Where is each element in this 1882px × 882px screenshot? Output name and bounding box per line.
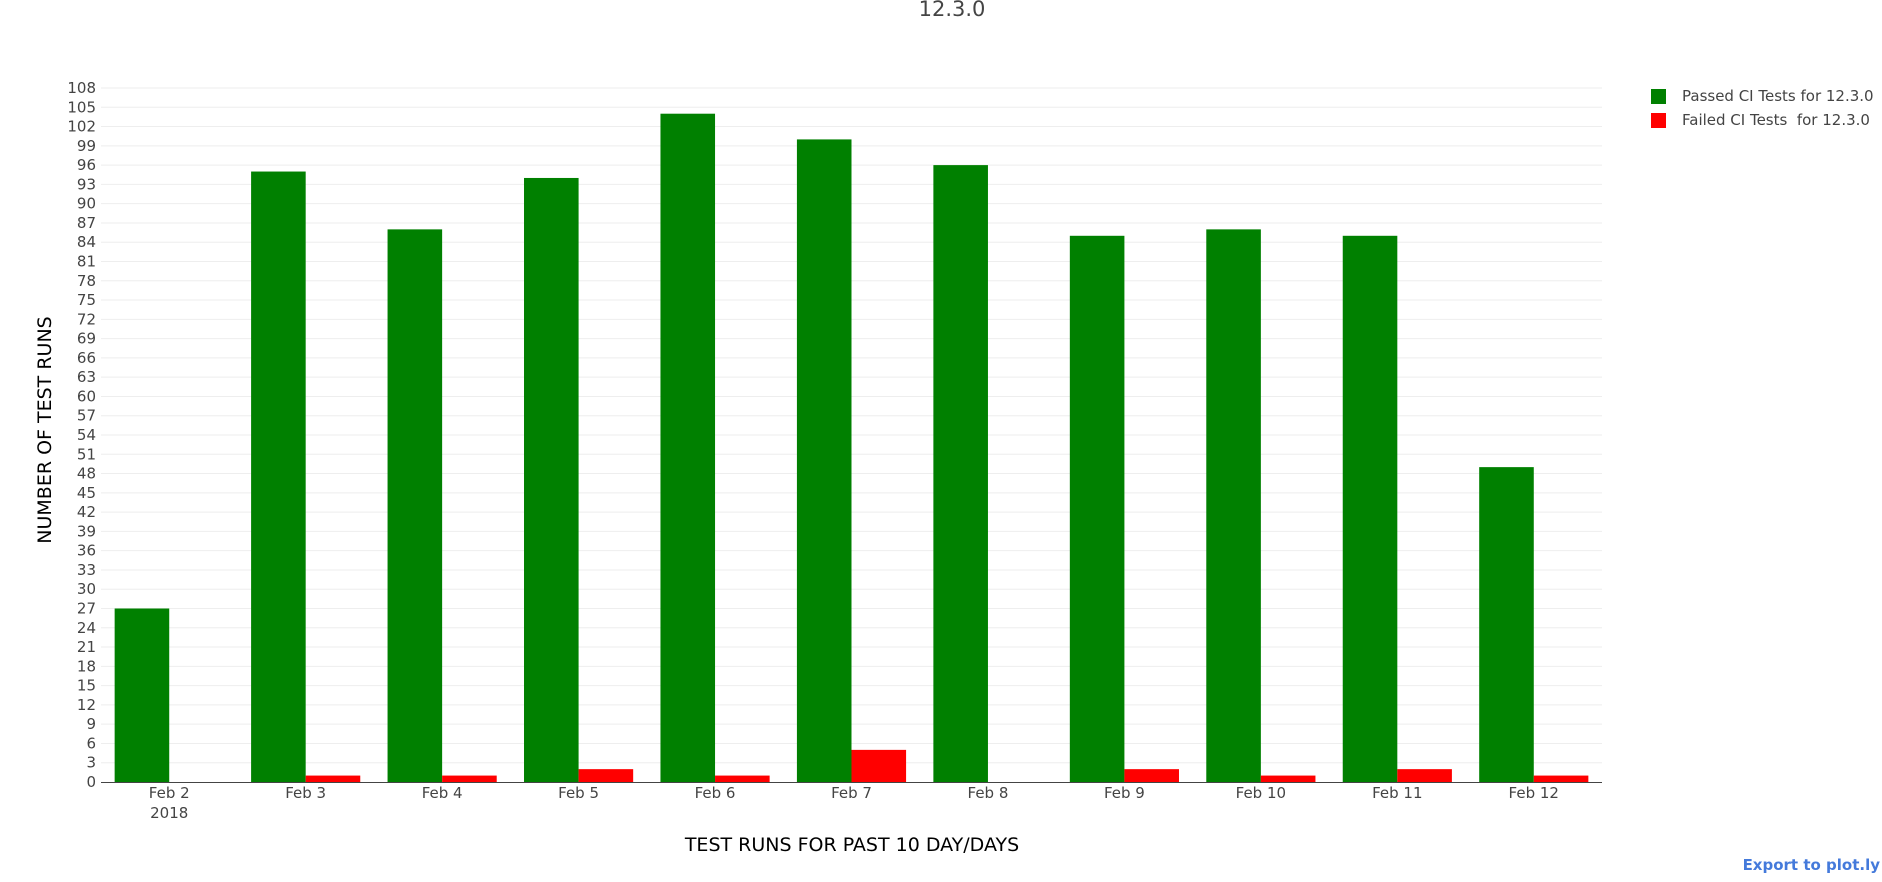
x-tick-label: Feb 6 — [695, 784, 736, 802]
y-tick-label: 21 — [77, 638, 96, 656]
x-tick-label: Feb 9 — [1104, 784, 1145, 802]
y-tick-label: 90 — [77, 195, 96, 213]
bar-failed-feb-6[interactable] — [715, 775, 770, 782]
bar-passed-feb-11[interactable] — [1342, 235, 1398, 783]
y-tick-label: 27 — [77, 600, 96, 618]
y-tick-label: 72 — [77, 310, 96, 328]
x-tick-label: Feb 10 — [1236, 784, 1286, 802]
y-tick-label: 33 — [77, 561, 96, 579]
bar-passed-feb-2[interactable] — [114, 608, 170, 783]
y-tick-label: 45 — [77, 484, 96, 502]
y-tick-label: 105 — [67, 98, 96, 116]
y-tick-label: 48 — [77, 465, 96, 483]
y-tick-label: 30 — [77, 580, 96, 598]
bar-passed-feb-6[interactable] — [660, 113, 716, 782]
y-tick-label: 87 — [77, 214, 96, 232]
y-tick-label: 84 — [77, 233, 96, 251]
legend-swatch — [1651, 113, 1666, 128]
y-tick-label: 75 — [77, 291, 96, 309]
y-tick-label: 54 — [77, 426, 96, 444]
y-tick-label: 78 — [77, 272, 96, 290]
y-tick-label: 39 — [77, 522, 96, 540]
y-tick-label: 12 — [77, 696, 96, 714]
x-tick-label: Feb 2 — [149, 784, 190, 802]
bar-passed-feb-8[interactable] — [933, 165, 988, 783]
legend[interactable]: Passed CI Tests for 12.3.0 Failed CI Test… — [1651, 87, 1874, 129]
x-axis-ticks: Feb 2 2018 Feb 3 Feb 4 Feb 5 Feb 6 Feb 7 Feb 8 F… — [149, 784, 1559, 822]
x-tick-label: Feb 12 — [1509, 784, 1559, 802]
x-tick-label: Feb 8 — [968, 784, 1009, 802]
y-tick-label: 18 — [77, 657, 96, 675]
legend-label: Failed CI Tests for 12.3.0 — [1682, 111, 1870, 129]
y-tick-label: 99 — [77, 137, 96, 155]
chart-title: 12.3.0 — [919, 0, 986, 21]
bar-passed-feb-7[interactable] — [796, 139, 852, 782]
x-tick-label: Feb 3 — [285, 784, 326, 802]
y-tick-label: 0 — [86, 773, 96, 791]
bar-failed-feb-9[interactable] — [1124, 769, 1179, 782]
x-tick-label: Feb 5 — [558, 784, 599, 802]
y-tick-label: 81 — [77, 253, 96, 271]
bars — [114, 113, 1589, 783]
bar-failed-feb-11[interactable] — [1397, 769, 1452, 782]
y-tick-label: 57 — [77, 407, 96, 425]
bar-passed-feb-3[interactable] — [251, 171, 306, 782]
bar-failed-feb-7[interactable] — [851, 749, 907, 782]
bar-failed-feb-5[interactable] — [578, 769, 634, 782]
y-axis-title: NUMBER OF TEST RUNS — [34, 316, 56, 543]
y-tick-label: 60 — [77, 387, 96, 405]
y-tick-label: 96 — [77, 156, 96, 174]
legend-swatch — [1651, 89, 1666, 104]
y-tick-label: 69 — [77, 330, 96, 348]
legend-item-passed[interactable]: Passed CI Tests for 12.3.0 — [1651, 87, 1874, 105]
y-axis-ticks: 0369121518212427303336394245485154576063… — [67, 79, 96, 791]
bar-passed-feb-5[interactable] — [524, 177, 579, 783]
y-tick-label: 42 — [77, 503, 96, 521]
bar-failed-feb-12[interactable] — [1533, 775, 1589, 782]
y-tick-label: 9 — [86, 715, 96, 733]
bar-failed-feb-4[interactable] — [442, 775, 497, 782]
bar-passed-feb-9[interactable] — [1069, 235, 1125, 783]
bar-passed-feb-4[interactable] — [387, 229, 443, 783]
y-tick-label: 108 — [67, 79, 96, 97]
legend-label: Passed CI Tests for 12.3.0 — [1682, 87, 1874, 105]
bar-failed-feb-10[interactable] — [1260, 775, 1316, 782]
y-tick-label: 51 — [77, 445, 96, 463]
y-tick-label: 66 — [77, 349, 96, 367]
y-tick-label: 15 — [77, 677, 96, 695]
bar-passed-feb-12[interactable] — [1479, 467, 1534, 782]
y-tick-label: 24 — [77, 619, 96, 637]
bar-passed-feb-10[interactable] — [1206, 229, 1261, 783]
y-tick-label: 6 — [86, 734, 96, 752]
y-tick-label: 63 — [77, 368, 96, 386]
export-to-plotly-link[interactable]: Export to plot.ly — [1742, 856, 1880, 874]
x-tick-label: Feb 4 — [422, 784, 463, 802]
x-tick-year-label: 2018 — [150, 804, 188, 822]
legend-item-failed[interactable]: Failed CI Tests for 12.3.0 — [1651, 111, 1870, 129]
y-tick-label: 102 — [67, 118, 96, 136]
y-tick-label: 36 — [77, 542, 96, 560]
x-tick-label: Feb 11 — [1372, 784, 1422, 802]
y-tick-label: 93 — [77, 175, 96, 193]
y-tick-label: 3 — [86, 754, 96, 772]
x-axis-title: TEST RUNS FOR PAST 10 DAY/DAYS — [684, 834, 1019, 856]
bar-failed-feb-3[interactable] — [305, 775, 361, 782]
x-tick-label: Feb 7 — [831, 784, 872, 802]
